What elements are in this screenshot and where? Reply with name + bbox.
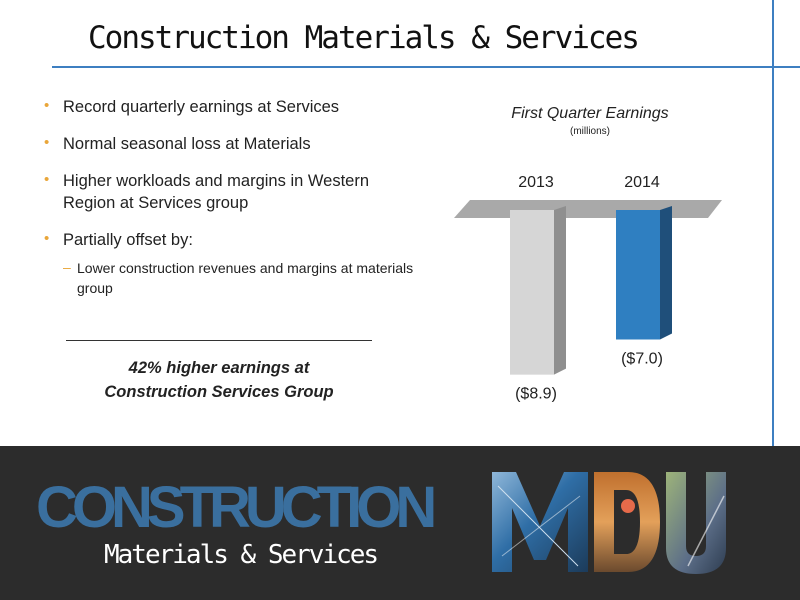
chart-subtitle: (millions) — [570, 126, 610, 137]
mdu-logo — [492, 472, 726, 574]
bar-2014 — [616, 210, 660, 340]
value-label-2013: ($8.9) — [515, 386, 557, 403]
bullet-dot-icon: • — [44, 230, 50, 247]
bullet-item: • Normal seasonal loss at Materials — [44, 133, 424, 155]
highlight-line: Construction Services Group — [104, 383, 334, 401]
chart-title: First Quarter Earnings — [511, 105, 668, 122]
bullet-dot-icon: • — [44, 134, 50, 151]
bullet-item: • Higher workloads and margins in Wester… — [44, 170, 418, 214]
category-label-2014: 2014 — [624, 174, 660, 191]
brand-materials-services: Materials & Services — [104, 540, 379, 570]
brand-construction-word: CONSTRUCTION — [36, 475, 437, 540]
sub-bullet-item: – Lower construction revenues and margin… — [44, 258, 432, 298]
bullet-dot-icon: • — [44, 97, 50, 114]
highlight-line: 42% higher earnings at — [128, 359, 310, 377]
logo-letter-d — [594, 472, 660, 572]
value-label-2014: ($7.0) — [621, 351, 663, 368]
right-frame-line — [772, 0, 774, 448]
category-label-2013: 2013 — [518, 174, 554, 191]
bar-side-2013 — [554, 206, 566, 375]
title-underline — [52, 66, 800, 68]
bullet-dot-icon: • — [44, 171, 50, 188]
dash-icon: – — [63, 259, 71, 275]
bar-side-2014 — [660, 206, 672, 340]
page-title: Construction Materials & Services — [88, 20, 640, 56]
bullet-text: Normal seasonal loss at Materials — [63, 135, 311, 153]
bullet-text: Higher workloads and margins in Western … — [63, 172, 369, 212]
bar-2013 — [510, 210, 554, 375]
chart-baseline-plane — [454, 200, 722, 218]
bullet-text: Partially offset by: — [63, 231, 193, 249]
bullet-list: • Record quarterly earnings at Services … — [44, 96, 424, 298]
logo-letter-u — [666, 472, 726, 574]
logo-letter-m — [492, 472, 588, 572]
earnings-chart: First Quarter Earnings (millions) 2013 ($… — [454, 105, 722, 403]
highlight-callout: 42% higher earnings at Construction Serv… — [66, 356, 372, 404]
divider-line — [66, 340, 372, 341]
bullet-text: Record quarterly earnings at Services — [63, 98, 340, 116]
bullet-item: • Record quarterly earnings at Services — [44, 96, 424, 118]
bullet-item: • Partially offset by: — [44, 229, 424, 251]
sub-bullet-text: Lower construction revenues and margins … — [77, 260, 414, 296]
